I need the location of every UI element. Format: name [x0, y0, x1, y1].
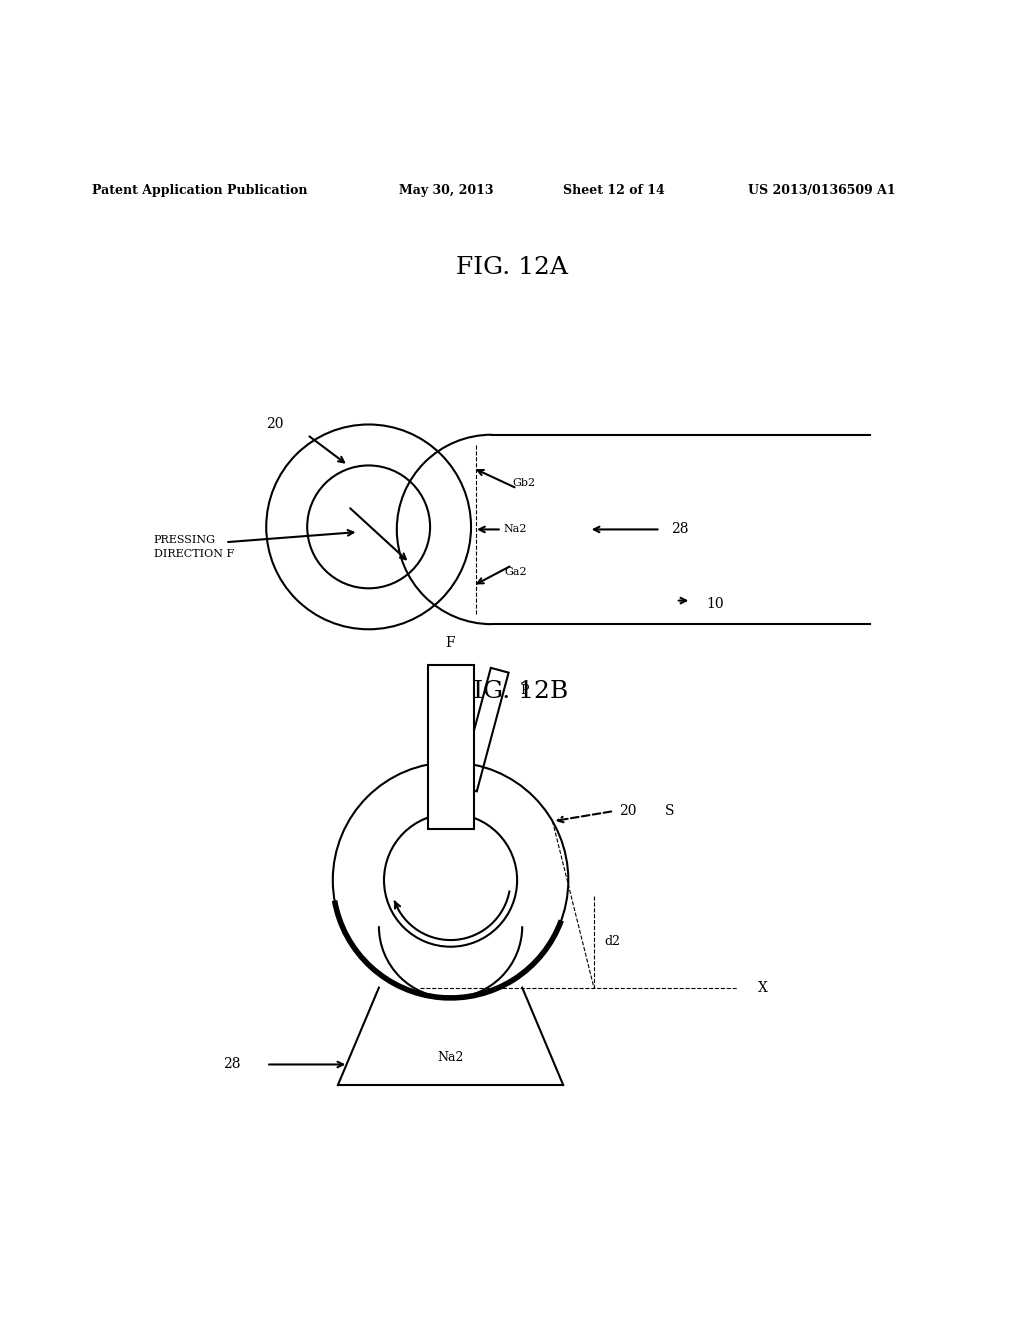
Text: Sheet 12 of 14: Sheet 12 of 14	[563, 183, 665, 197]
Text: 20: 20	[620, 804, 637, 818]
Text: US 2013/0136509 A1: US 2013/0136509 A1	[748, 183, 895, 197]
Text: FIG. 12A: FIG. 12A	[456, 256, 568, 279]
Text: 10: 10	[707, 597, 724, 611]
Text: F: F	[445, 636, 456, 649]
Text: PRESSING
DIRECTION F: PRESSING DIRECTION F	[154, 536, 233, 560]
Text: FIG. 12B: FIG. 12B	[456, 681, 568, 704]
Text: d2: d2	[604, 935, 621, 948]
Bar	[428, 665, 473, 829]
Text: Ga2: Ga2	[505, 568, 527, 577]
Text: Patent Application Publication: Patent Application Publication	[92, 183, 307, 197]
Text: S: S	[666, 804, 675, 818]
Text: Gb2: Gb2	[512, 478, 536, 488]
Text: Na2: Na2	[437, 1052, 464, 1064]
Text: P: P	[520, 684, 528, 697]
Text: 20: 20	[266, 417, 284, 432]
Text: X: X	[758, 981, 768, 995]
Text: Na2: Na2	[504, 524, 527, 535]
Text: May 30, 2013: May 30, 2013	[399, 183, 494, 197]
Text: 28: 28	[671, 523, 688, 536]
Text: 28: 28	[223, 1057, 241, 1072]
